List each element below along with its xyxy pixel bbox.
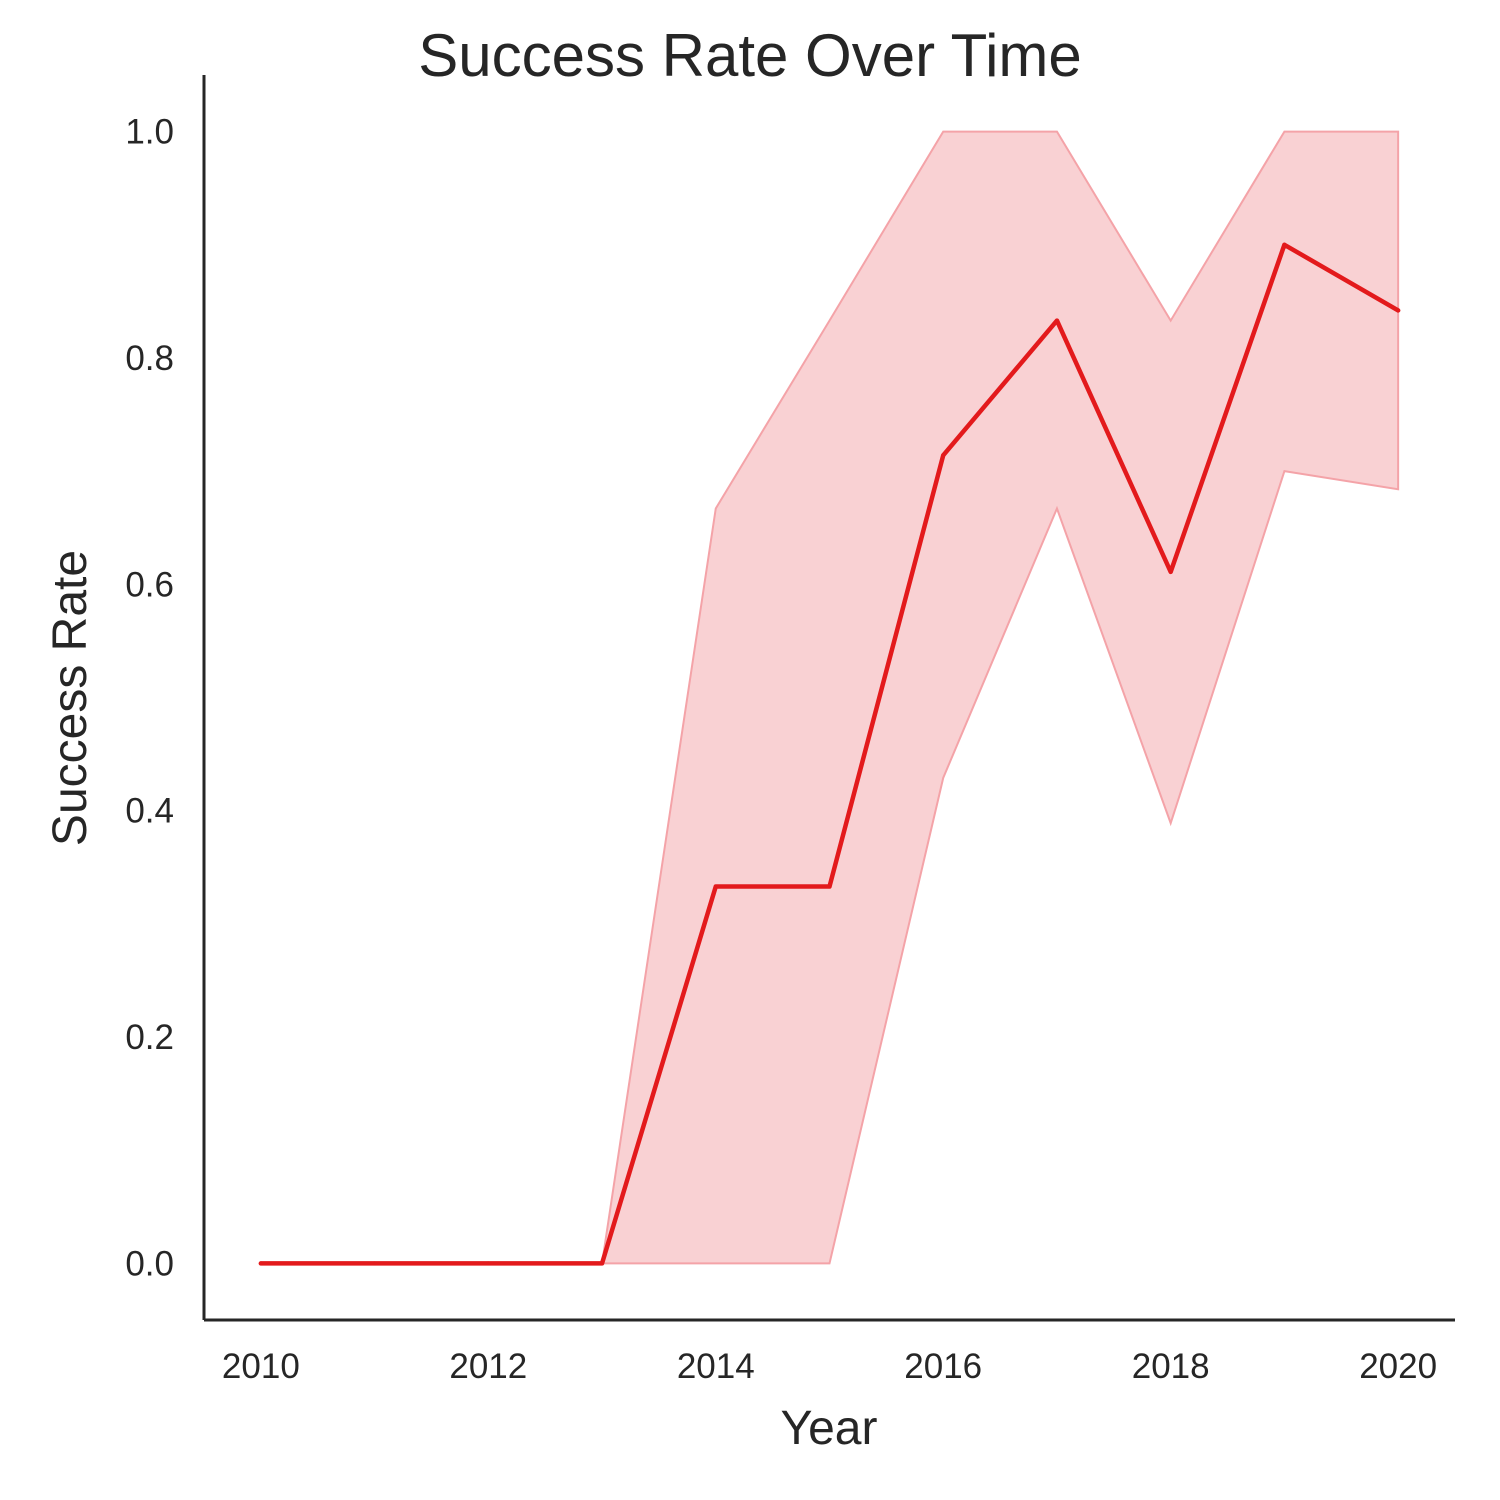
plot-area (258, 130, 1401, 1266)
data-point (827, 884, 832, 889)
y-tick-label: 0.2 (125, 1018, 174, 1057)
data-point (1282, 242, 1287, 247)
y-tick-label: 0.8 (125, 339, 174, 378)
data-point (1168, 569, 1173, 574)
x-axis-label: Year (781, 1402, 878, 1455)
x-tick-label: 2016 (904, 1347, 982, 1386)
y-tick-label: 1.0 (125, 113, 174, 152)
x-tick-label: 2018 (1132, 1347, 1210, 1386)
y-tick-label: 0.4 (125, 792, 174, 831)
y-tick-label: 0.6 (125, 565, 174, 604)
y-tick-label: 0.0 (125, 1244, 174, 1283)
y-axis-label: Success Rate (44, 550, 97, 846)
data-point (713, 884, 718, 889)
x-tick-label: 2012 (449, 1347, 527, 1386)
data-point (486, 1261, 491, 1266)
x-tick-labels: 2010 2012 2014 2016 2018 2020 (222, 1347, 1437, 1386)
chart-title: Success Rate Over Time (418, 22, 1082, 89)
data-point (372, 1261, 377, 1266)
data-point (1054, 318, 1059, 323)
data-point (1396, 308, 1401, 313)
data-point (600, 1261, 605, 1266)
confidence-band (260, 130, 1400, 1265)
series-line-layer (258, 242, 1401, 1266)
data-point (258, 1261, 263, 1266)
data-point (941, 453, 946, 458)
confidence-band-layer (260, 130, 1400, 1265)
x-tick-label: 2020 (1359, 1347, 1437, 1386)
x-tick-label: 2010 (222, 1347, 300, 1386)
x-tick-label: 2014 (677, 1347, 755, 1386)
y-tick-labels: 0.0 0.2 0.4 0.6 0.8 1.0 (125, 113, 174, 1284)
